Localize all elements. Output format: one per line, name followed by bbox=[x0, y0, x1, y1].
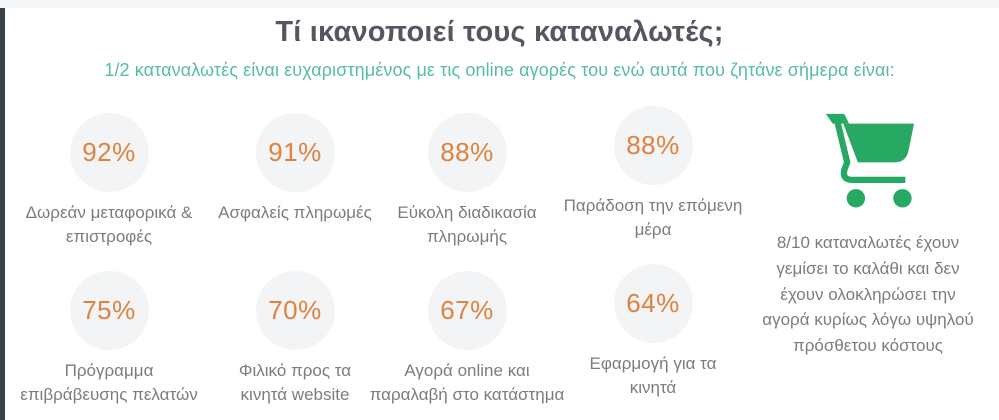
stat-circle: 91% bbox=[255, 113, 335, 192]
stat-label: Παράδοση την επόμενη μέρα bbox=[563, 196, 743, 240]
stat-circle: 88% bbox=[427, 113, 507, 192]
stat-item-easy-checkout: 88% Εύκολη διαδικασία πληρωμής bbox=[367, 113, 567, 249]
stat-item-free-shipping: 92% Δωρεάν μεταφορικά & επιστροφές bbox=[9, 113, 209, 249]
stat-percent: 88% bbox=[440, 137, 494, 167]
stat-label: Δωρεάν μεταφορικά & επιστροφές bbox=[25, 203, 193, 247]
stat-percent: 64% bbox=[626, 288, 680, 318]
stat-label: Εύκολη διαδικασία πληρωμής bbox=[397, 203, 537, 247]
stat-circle: 88% bbox=[613, 106, 693, 185]
stat-label: Αγορά online και παραλαβή στο κατάστημα bbox=[369, 361, 565, 405]
stat-circle: 75% bbox=[69, 271, 149, 350]
top-edge-bar bbox=[0, 0, 999, 8]
left-edge-bar bbox=[0, 8, 5, 420]
stat-item-next-day-delivery: 88% Παράδοση την επόμενη μέρα bbox=[553, 106, 753, 242]
stat-circle: 92% bbox=[69, 113, 149, 192]
page-subtitle: 1/2 καταναλωτές είναι ευχαριστημένος με … bbox=[104, 60, 895, 80]
stat-percent: 92% bbox=[82, 137, 136, 167]
stat-circle: 70% bbox=[255, 271, 335, 350]
stat-circle: 64% bbox=[613, 264, 693, 343]
stat-item-mobile-friendly-site: 70% Φιλικό προς τα κινητά website bbox=[195, 271, 395, 407]
stat-percent: 67% bbox=[440, 295, 494, 325]
stat-label: Πρόγραμμα επιβράβευσης πελατών bbox=[20, 361, 198, 405]
stat-label: Ασφαλείς πληρωμές bbox=[218, 203, 372, 222]
stat-percent: 91% bbox=[268, 137, 322, 167]
page-title: Τί ικανοποιεί τους καταναλωτές; bbox=[275, 16, 724, 48]
stat-label: Εφαρμογή για τα κινητά bbox=[589, 354, 717, 398]
shopping-cart-icon bbox=[825, 113, 914, 208]
stat-item-secure-payments: 91% Ασφαλείς πληρωμές bbox=[195, 113, 395, 225]
stat-circle: 67% bbox=[427, 271, 507, 350]
shopping-cart-shapes bbox=[825, 113, 914, 208]
stat-percent: 70% bbox=[268, 295, 322, 325]
abandoned-cart-text: 8/10 καταναλωτές έχουν γεμίσει το καλάθι… bbox=[762, 233, 974, 356]
stat-item-click-and-collect: 67% Αγορά online και παραλαβή στο κατάστ… bbox=[367, 271, 567, 407]
stat-label: Φιλικό προς τα κινητά website bbox=[238, 361, 352, 405]
stat-item-mobile-app: 64% Εφαρμογή για τα κινητά bbox=[553, 264, 753, 400]
stat-percent: 88% bbox=[626, 130, 680, 160]
stat-percent: 75% bbox=[82, 295, 136, 325]
abandoned-cart-note: 8/10 καταναλωτές έχουν γεμίσει το καλάθι… bbox=[753, 108, 983, 359]
stat-item-loyalty-program: 75% Πρόγραμμα επιβράβευσης πελατών bbox=[9, 271, 209, 407]
